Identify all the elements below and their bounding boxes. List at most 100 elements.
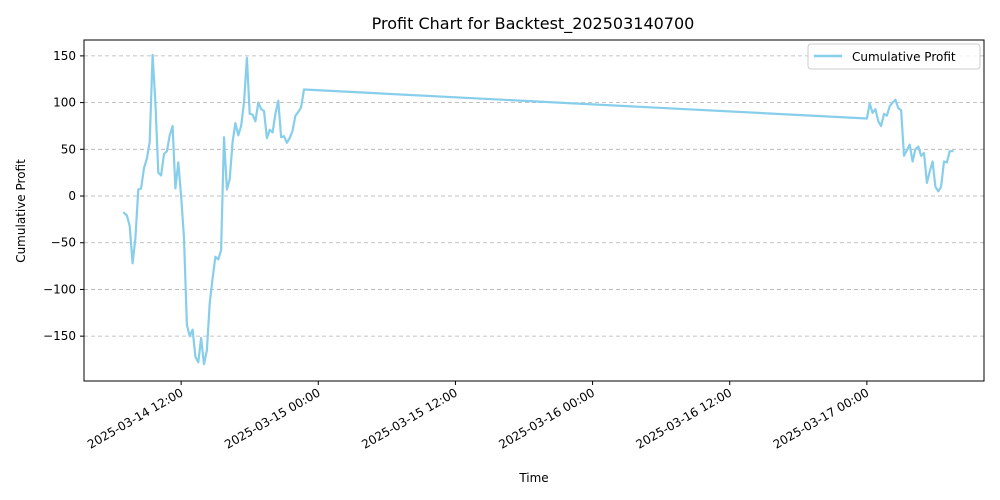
data-point: [286, 142, 287, 143]
series-line-cumulative-profit: [122, 53, 954, 366]
data-point: [198, 362, 199, 363]
data-point: [209, 303, 210, 304]
data-point: [275, 113, 276, 114]
data-point: [235, 123, 236, 124]
data-point: [226, 189, 227, 190]
series-layer: [122, 53, 954, 366]
data-point: [186, 324, 187, 325]
data-point: [255, 121, 256, 122]
legend: Cumulative Profit: [807, 43, 981, 70]
data-point: [243, 102, 244, 103]
data-point: [272, 132, 273, 133]
y-tick-label: −100: [43, 282, 76, 296]
data-point: [872, 112, 873, 113]
y-tick-label: 50: [61, 142, 76, 156]
data-point: [938, 191, 939, 192]
data-point: [218, 259, 219, 260]
data-point: [952, 151, 953, 152]
y-tick-label: 150: [53, 49, 76, 63]
data-point: [212, 278, 213, 279]
data-point: [301, 107, 302, 108]
data-point: [232, 141, 233, 142]
data-point: [946, 162, 947, 163]
legend-box: [807, 43, 981, 70]
data-point: [123, 212, 124, 213]
legend-label: Cumulative Profit: [852, 50, 956, 64]
data-point: [278, 100, 279, 101]
data-point: [898, 108, 899, 109]
y-tick-label: 0: [68, 189, 76, 203]
data-point: [206, 350, 207, 351]
data-point: [878, 121, 879, 122]
data-point: [146, 158, 147, 159]
data-point: [949, 151, 950, 152]
data-point: [261, 109, 262, 110]
chart-title: Profit Chart for Backtest_202503140700: [372, 14, 695, 34]
data-point: [252, 114, 253, 115]
data-point: [932, 161, 933, 162]
data-point: [292, 130, 293, 131]
data-point: [155, 102, 156, 103]
data-point: [143, 167, 144, 168]
data-point: [132, 263, 133, 264]
y-tick-label: −150: [43, 329, 76, 343]
data-point: [129, 225, 130, 226]
data-point: [923, 152, 924, 153]
data-point: [875, 109, 876, 110]
data-point: [263, 110, 264, 111]
data-point: [903, 155, 904, 156]
data-point: [281, 137, 282, 138]
data-point: [126, 215, 127, 216]
data-point: [201, 337, 202, 338]
data-point: [883, 113, 884, 114]
data-point: [895, 99, 896, 100]
data-point: [175, 188, 176, 189]
x-axis-label: Time: [518, 471, 548, 485]
data-point: [229, 179, 230, 180]
data-point: [158, 172, 159, 173]
data-point: [266, 138, 267, 139]
data-point: [941, 186, 942, 187]
data-point: [172, 125, 173, 126]
data-point: [906, 150, 907, 151]
data-point: [246, 57, 247, 58]
data-point: [915, 149, 916, 150]
data-point: [901, 110, 902, 111]
data-point: [926, 182, 927, 183]
data-point: [238, 135, 239, 136]
data-point: [283, 136, 284, 137]
data-point: [249, 113, 250, 114]
data-point: [918, 146, 919, 147]
data-point: [152, 54, 153, 55]
data-point: [135, 238, 136, 239]
data-point: [303, 89, 304, 90]
data-point: [215, 256, 216, 257]
data-point: [203, 364, 204, 365]
data-point: [163, 153, 164, 154]
data-point: [258, 102, 259, 103]
data-point: [909, 144, 910, 145]
data-point: [921, 155, 922, 156]
data-point: [912, 161, 913, 162]
plot-frame: [83, 39, 985, 382]
data-point: [298, 111, 299, 112]
data-point: [295, 115, 296, 116]
data-point: [241, 125, 242, 126]
data-point: [161, 175, 162, 176]
data-point: [192, 329, 193, 330]
data-point: [943, 161, 944, 162]
data-point: [223, 137, 224, 138]
data-point: [221, 250, 222, 251]
data-point: [935, 186, 936, 187]
data-point: [183, 238, 184, 239]
data-point: [189, 336, 190, 337]
data-point: [866, 118, 867, 119]
data-point: [869, 103, 870, 104]
y-tick-label: 100: [53, 96, 76, 110]
data-point: [169, 135, 170, 136]
y-axis-ticks: 150 100 50 0 −50 −100 −150: [43, 49, 84, 343]
data-point: [138, 189, 139, 190]
data-point: [178, 162, 179, 163]
gridlines: [84, 55, 984, 337]
